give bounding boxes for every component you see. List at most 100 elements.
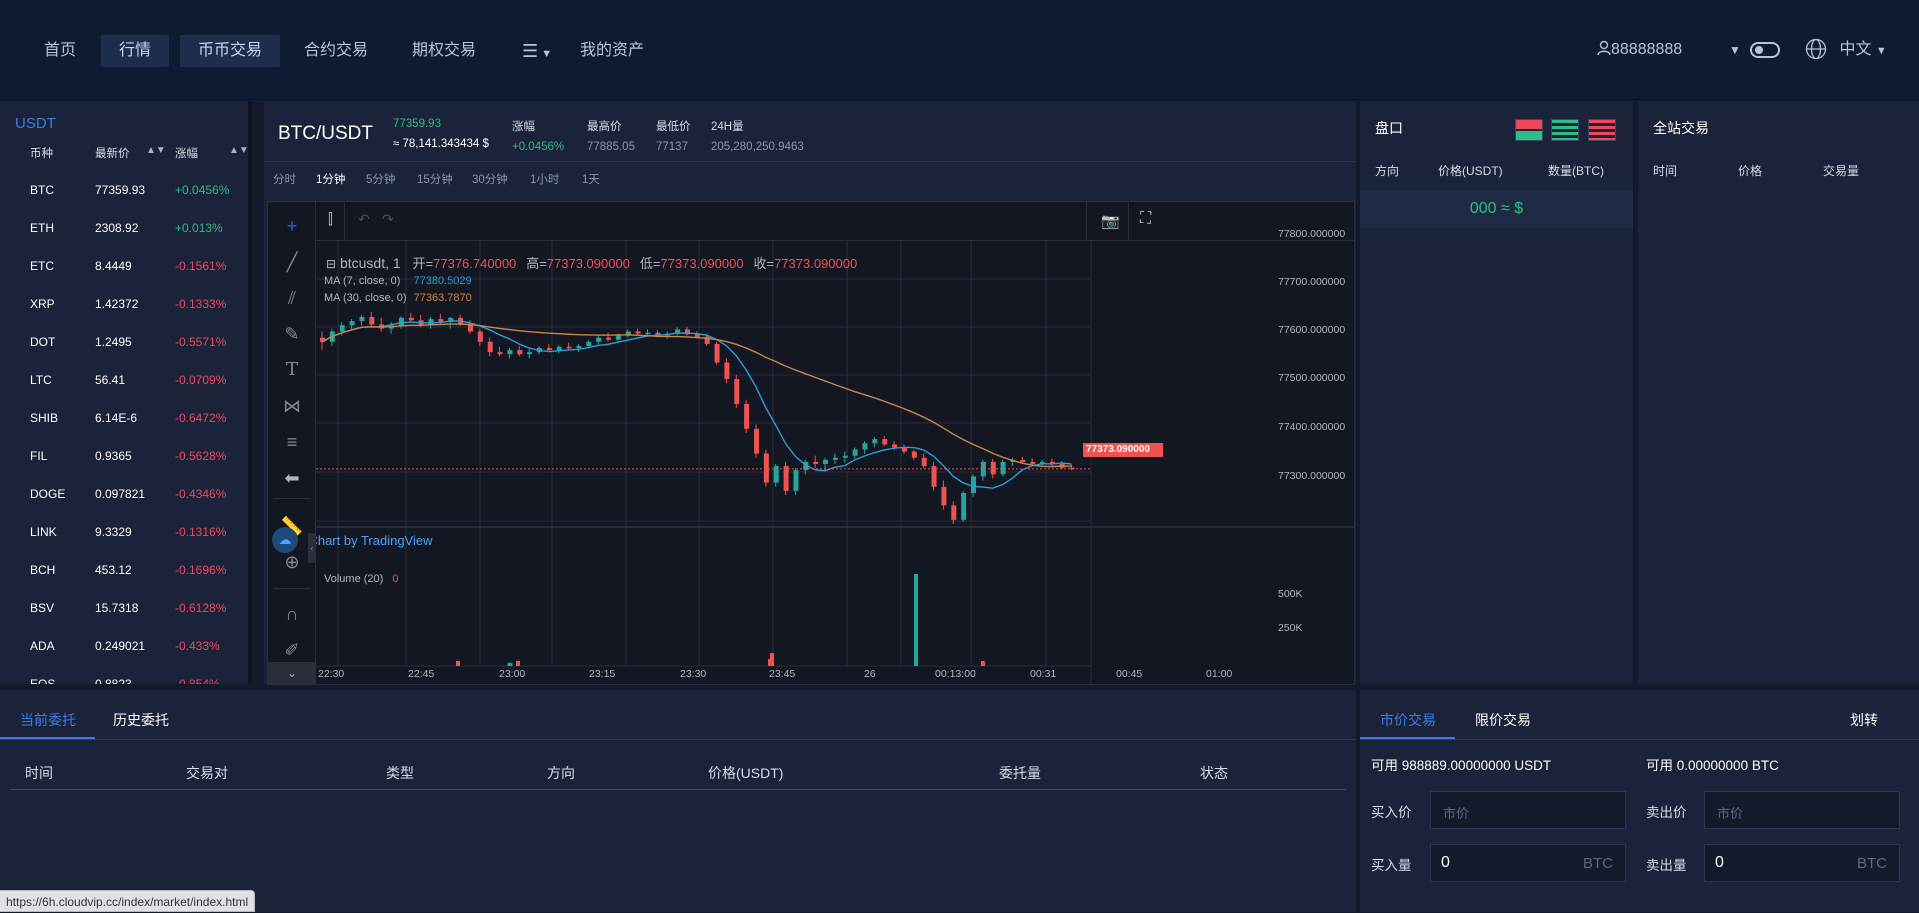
more-menu-icon[interactable]: ☰ ▼ <box>522 41 553 61</box>
divider <box>1360 739 1919 740</box>
market-row[interactable]: ADA 0.249021 -0.433% <box>0 627 247 665</box>
panel-collapse-icon[interactable]: ‹ <box>308 533 316 563</box>
tab-limit-order[interactable]: 限价交易 <box>1475 712 1531 728</box>
available-usdt: 可用 988889.00000000 USDT <box>1371 758 1552 773</box>
sort-icon[interactable]: ▲▼ <box>146 145 166 156</box>
book-both-icon[interactable] <box>1515 119 1543 141</box>
scrollbar[interactable] <box>248 101 252 684</box>
divider <box>344 202 345 241</box>
price-chart-canvas[interactable] <box>316 241 1355 685</box>
measure-lines-icon[interactable]: ≡ <box>286 432 298 452</box>
watermark-text: Chart by TradingView <box>308 532 433 548</box>
market-change: -0.5628% <box>175 449 227 463</box>
book-asks-icon[interactable] <box>1587 119 1616 141</box>
timeframe-2[interactable]: 5分钟 <box>366 174 396 186</box>
brush-icon[interactable]: ✎ <box>284 324 300 344</box>
text-icon[interactable]: T <box>285 359 298 380</box>
pair-title: BTC/USDT <box>278 123 373 144</box>
market-row[interactable]: BTC 77359.93 +0.0456% <box>0 171 247 209</box>
candle-body <box>823 459 829 464</box>
divider <box>10 789 1346 790</box>
sell-qty-input[interactable]: 0 BTC <box>1704 844 1900 882</box>
market-price: 0.8823 <box>95 677 132 684</box>
market-quote-tab[interactable]: USDT <box>15 115 56 132</box>
candle-style-icon[interactable]: ⫿ <box>328 211 333 228</box>
timeframe-4[interactable]: 30分钟 <box>472 174 508 186</box>
candle-body <box>892 444 898 448</box>
toolbar-collapse-icon[interactable]: ⌄ <box>268 662 316 684</box>
market-row[interactable]: ETH 2308.92 +0.013% <box>0 209 247 247</box>
col-change[interactable]: 涨幅 <box>175 148 198 160</box>
col-price[interactable]: 最新价 <box>95 148 130 160</box>
market-row[interactable]: DOT 1.2495 -0.5571% <box>0 323 247 361</box>
nav-assets[interactable]: 我的资产 <box>580 42 645 59</box>
market-row[interactable]: BSV 15.7318 -0.6128% <box>0 589 247 627</box>
nav-market[interactable]: 行情 <box>101 35 169 67</box>
buy-price-input[interactable]: 市价 <box>1430 791 1626 829</box>
timeframe-3[interactable]: 15分钟 <box>417 174 453 186</box>
nav-contract[interactable]: 合约交易 <box>304 42 369 59</box>
nav-options[interactable]: 期权交易 <box>412 42 477 59</box>
crosshair-icon[interactable]: + <box>286 216 298 236</box>
tab-market-order[interactable]: 市价交易 <box>1380 712 1436 728</box>
tradingview-watermark[interactable]: ☁ Chart by TradingView <box>272 527 433 553</box>
timeframe-5[interactable]: 1小时 <box>530 174 560 186</box>
language-selector[interactable]: 中文 ▼ <box>1805 38 1887 63</box>
ma30-legend: MA (30, close, 0) 77363.7870 <box>324 292 472 304</box>
market-row[interactable]: LTC 56.41 -0.0709% <box>0 361 247 399</box>
dropdown-caret-icon[interactable]: ▼ <box>1729 43 1741 57</box>
ma30-value: 77363.7870 <box>413 292 472 304</box>
nav-home[interactable]: 首页 <box>44 42 77 59</box>
nav-spot[interactable]: 币币交易 <box>180 35 280 67</box>
market-row[interactable]: EOS 0.8823 -0.854% <box>0 665 247 684</box>
book-bids-icon[interactable] <box>1551 119 1580 141</box>
tradingview-chart[interactable]: + ╱ ⫽ ✎ T ⋈ ≡ ⬅ 📏 ⊕ ∩ ✐ ⌄ ⫿ ↶ ↷ 📷 ⛶ ⊟ bt… <box>267 201 1355 685</box>
theme-toggle[interactable] <box>1750 42 1780 58</box>
market-row[interactable]: XRP 1.42372 -0.1333% <box>0 285 247 323</box>
candle-body <box>1000 461 1006 475</box>
market-row[interactable]: FIL 0.9365 -0.5628% <box>0 437 247 475</box>
timeframe-1[interactable]: 1分钟 <box>316 174 346 186</box>
pattern-icon[interactable]: ⋈ <box>283 396 301 416</box>
magnet-icon[interactable]: ∩ <box>285 604 299 624</box>
transfer-button[interactable]: 划转 <box>1850 712 1878 728</box>
market-row[interactable]: DOGE 0.097821 -0.4346% <box>0 475 247 513</box>
market-row[interactable]: SHIB 6.14E-6 -0.6472% <box>0 399 247 437</box>
price-tick: 77600.000000 <box>1278 324 1346 336</box>
market-change: -0.1696% <box>175 563 227 577</box>
market-change: -0.1561% <box>175 259 227 273</box>
chevron-down-icon: ▼ <box>1875 45 1887 57</box>
volume-label: Volume (20) <box>324 573 384 585</box>
market-row[interactable]: ETC 8.4449 -0.1561% <box>0 247 247 285</box>
stat-value: 77137 <box>656 141 688 153</box>
tab-order-history[interactable]: 历史委托 <box>113 712 169 728</box>
timeframe-0[interactable]: 分时 <box>273 174 296 186</box>
market-row[interactable]: LINK 9.3329 -0.1316% <box>0 513 247 551</box>
timeframe-6[interactable]: 1天 <box>582 174 600 186</box>
zoom-in-icon[interactable]: ⊕ <box>284 552 300 572</box>
volume-tick: 250K <box>1278 622 1303 634</box>
tab-current-orders[interactable]: 当前委托 <box>20 712 76 728</box>
collapse-icon[interactable]: ⊟ <box>326 257 337 271</box>
redo-icon[interactable]: ↷ <box>382 211 394 227</box>
fib-icon[interactable]: ⫽ <box>287 288 297 308</box>
undo-icon[interactable]: ↶ <box>358 211 370 227</box>
low-value: 77373.090000 <box>660 256 744 271</box>
back-arrow-icon[interactable]: ⬅ <box>284 468 300 488</box>
time-tick: 22:30 <box>318 668 345 680</box>
orderbook-title: 盘口 <box>1375 120 1403 136</box>
buy-qty-label: 买入量 <box>1371 858 1412 873</box>
sell-price-input[interactable]: 市价 <box>1704 791 1900 829</box>
divider <box>1128 202 1129 241</box>
col-trade-qty: 交易量 <box>1823 164 1860 178</box>
market-row[interactable]: BCH 453.12 -0.1696% <box>0 551 247 589</box>
fullscreen-icon[interactable]: ⛶ <box>1140 210 1152 227</box>
sort-icon[interactable]: ▲▼ <box>229 145 249 156</box>
market-change: -0.6128% <box>175 601 227 615</box>
trendline-icon[interactable]: ╱ <box>286 252 298 272</box>
lock-drawing-icon[interactable]: ✐ <box>284 640 300 660</box>
user-account[interactable]: 88888888 <box>1597 38 1682 62</box>
buy-qty-input[interactable]: 0 BTC <box>1430 844 1626 882</box>
camera-icon[interactable]: 📷 <box>1101 213 1120 230</box>
candle-body <box>645 332 651 335</box>
